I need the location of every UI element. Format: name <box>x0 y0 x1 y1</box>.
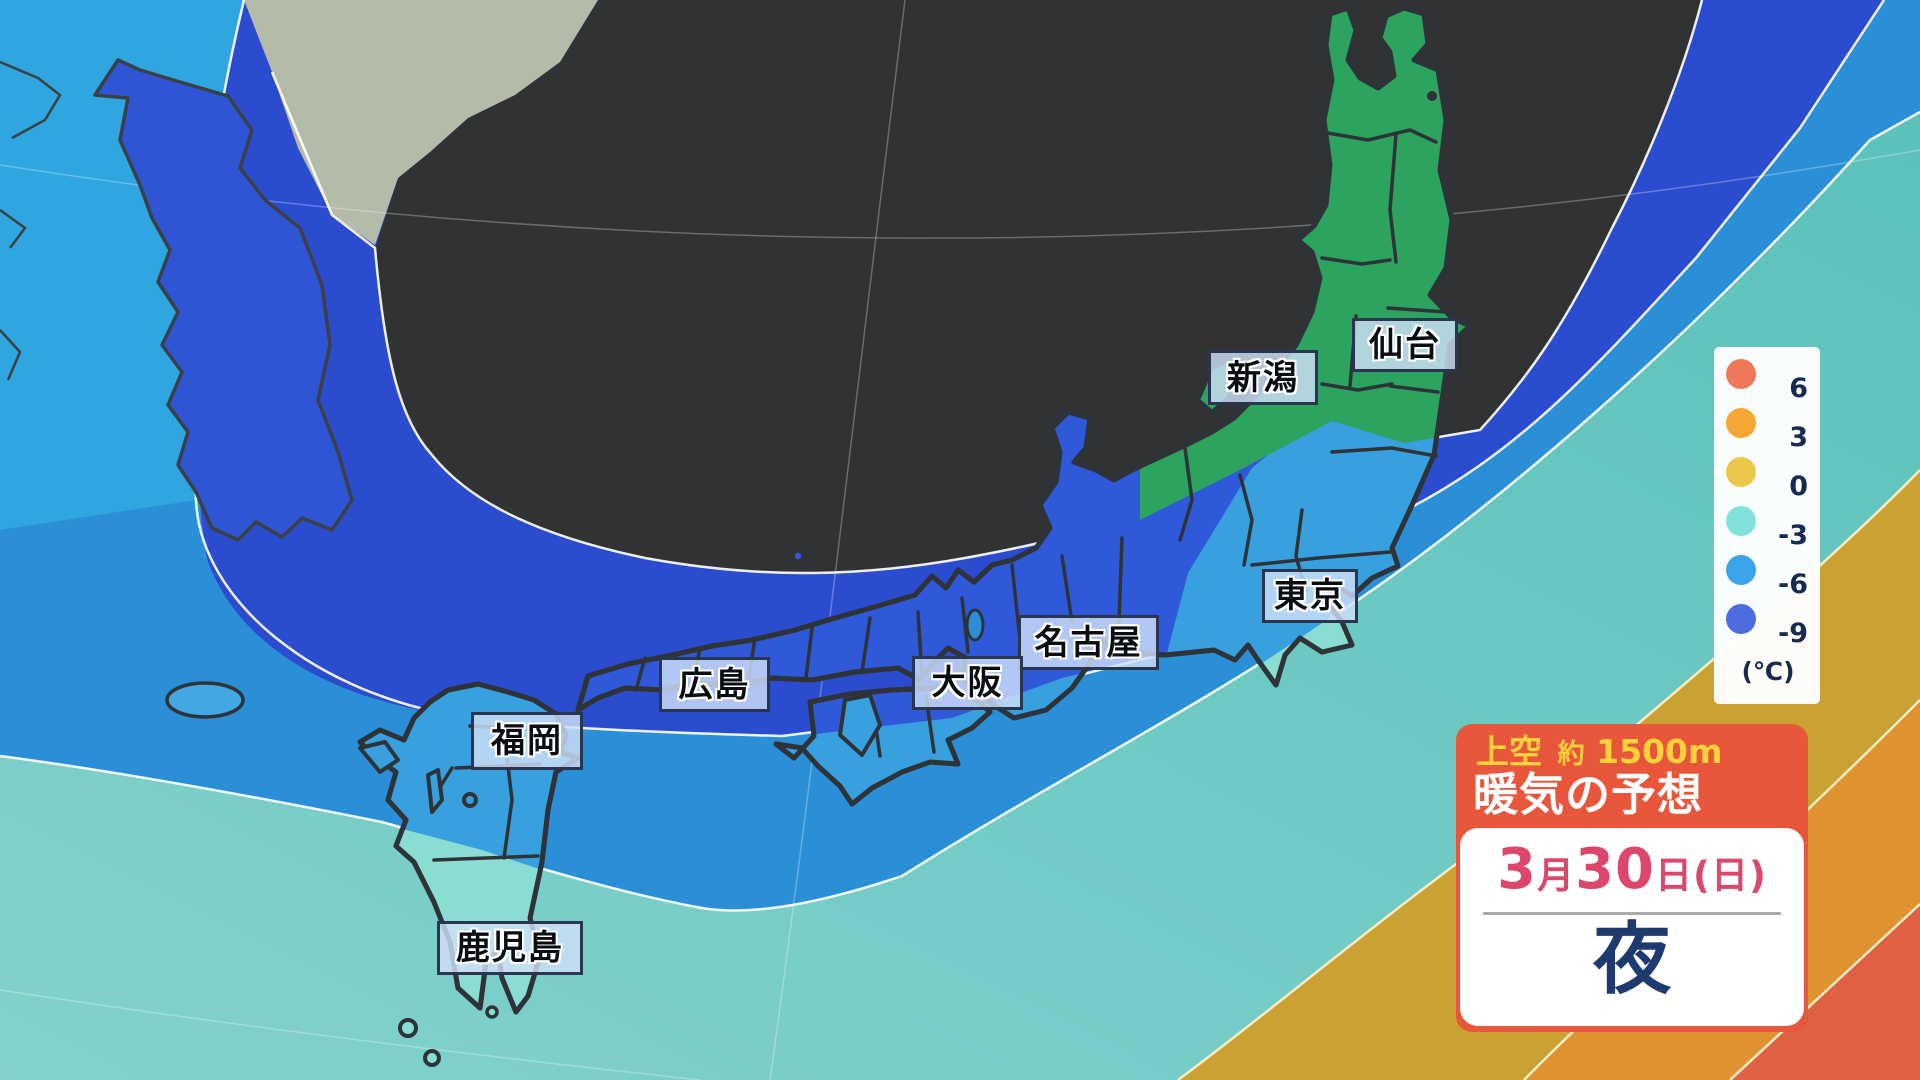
date-month-num: 3 <box>1497 837 1538 902</box>
lake-biwa <box>965 608 985 642</box>
date-divider <box>1483 912 1781 915</box>
tsushima-island <box>426 768 444 814</box>
altitude-label: 上空 <box>1476 732 1542 771</box>
legend-row: -3 <box>1726 506 1810 555</box>
oki-islands <box>791 549 805 563</box>
legend-row: 6 <box>1726 359 1810 408</box>
date-weekday: (日) <box>1693 854 1767 897</box>
legend-value: -9 <box>1778 618 1808 649</box>
city-label-nagoya: 名古屋 <box>1018 615 1159 670</box>
honshu-outline <box>575 5 1473 721</box>
legend-dot-zero-icon <box>1726 457 1756 487</box>
altitude-line: 上空 約 1500m <box>1476 735 1722 768</box>
korea-coastline <box>93 58 354 542</box>
legend-value: 0 <box>1789 471 1808 502</box>
legend-row: -6 <box>1726 555 1810 604</box>
iki-island <box>462 792 478 808</box>
city-label-osaka: 大阪 <box>912 656 1023 710</box>
altitude-approx: 約 <box>1557 739 1585 770</box>
legend-dot-plus6-icon <box>1726 359 1756 389</box>
goto-islands <box>358 740 400 774</box>
date-day-kanji: 日 <box>1655 854 1694 897</box>
yakushima-island <box>398 1018 418 1038</box>
continent-land-beige <box>244 0 598 245</box>
prefecture-borders <box>430 128 1448 862</box>
awaji-island <box>838 693 882 757</box>
city-label-fukuoka-text: 福岡 <box>491 721 563 761</box>
city-label-nagoya-text: 名古屋 <box>1034 622 1143 663</box>
tanegashima-island <box>423 1049 441 1067</box>
forecast-date-panel: 3月30日(日) 夜 <box>1460 828 1804 1026</box>
legend-value: -3 <box>1778 520 1808 551</box>
city-label-hiroshima: 広島 <box>659 657 770 712</box>
city-label-hiroshima-text: 広島 <box>678 664 751 705</box>
forecast-date: 3月30日(日) <box>1497 842 1767 898</box>
date-day-num: 30 <box>1575 837 1656 902</box>
koshiki-island <box>485 1005 499 1019</box>
legend-dot-minus9-icon <box>1726 604 1756 634</box>
legend-row: -9 <box>1726 604 1810 653</box>
city-label-niigata: 新潟 <box>1208 350 1318 405</box>
band-plus6-terracotta <box>1730 904 1920 1080</box>
date-month-kanji: 月 <box>1537 854 1576 897</box>
city-label-tokyo: 東京 <box>1262 569 1358 623</box>
legend-value: 3 <box>1789 422 1808 453</box>
legend-value: 6 <box>1789 373 1808 404</box>
city-label-fukuoka: 福岡 <box>471 712 583 770</box>
city-label-niigata-text: 新潟 <box>1227 357 1299 398</box>
forecast-title: 暖気の予想 <box>1473 768 1704 821</box>
jeju-island <box>165 681 245 719</box>
city-label-sendai-text: 仙台 <box>1369 325 1441 365</box>
city-label-sendai: 仙台 <box>1352 318 1458 372</box>
legend-row: 3 <box>1726 408 1810 457</box>
legend-dot-plus3-icon <box>1726 408 1756 438</box>
city-label-kagoshima-text: 鹿児島 <box>456 928 564 968</box>
city-label-tokyo-text: 東京 <box>1274 576 1346 616</box>
lake-towada <box>1427 91 1437 101</box>
legend-value: -6 <box>1778 569 1808 600</box>
china-coastline <box>0 60 62 381</box>
legend-row: 0 <box>1726 457 1810 506</box>
city-label-kagoshima: 鹿児島 <box>437 921 583 975</box>
legend-dot-minus3-icon <box>1726 506 1756 536</box>
band-minus3 <box>0 112 1920 1080</box>
city-label-osaka-text: 大阪 <box>931 663 1004 703</box>
altitude-value: 1500m <box>1596 732 1723 771</box>
temperature-legend: 6 3 0 -3 -6 -9 (℃) <box>1714 347 1820 704</box>
forecast-info-box: 上空 約 1500m 暖気の予想 3月30日(日) 夜 <box>1456 724 1808 1032</box>
legend-dot-minus6-icon <box>1726 555 1756 585</box>
time-of-day-label: 夜 <box>1592 915 1671 1005</box>
legend-unit: (℃) <box>1741 657 1795 686</box>
